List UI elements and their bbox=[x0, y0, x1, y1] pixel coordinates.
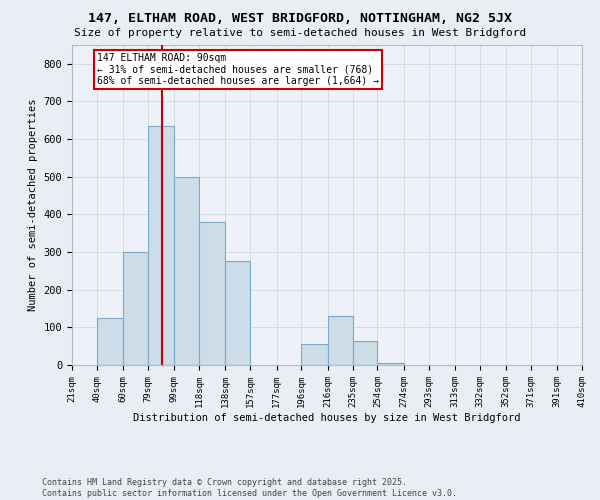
Text: 147, ELTHAM ROAD, WEST BRIDGFORD, NOTTINGHAM, NG2 5JX: 147, ELTHAM ROAD, WEST BRIDGFORD, NOTTIN… bbox=[88, 12, 512, 26]
Text: Size of property relative to semi-detached houses in West Bridgford: Size of property relative to semi-detach… bbox=[74, 28, 526, 38]
Bar bbox=[377, 363, 404, 365]
X-axis label: Distribution of semi-detached houses by size in West Bridgford: Distribution of semi-detached houses by … bbox=[133, 412, 521, 422]
Bar bbox=[301, 344, 328, 365]
Bar bbox=[97, 318, 123, 365]
Bar bbox=[353, 340, 377, 365]
Bar bbox=[123, 252, 148, 365]
Bar bbox=[148, 126, 174, 365]
Bar bbox=[174, 177, 199, 365]
Bar bbox=[226, 262, 250, 365]
Bar bbox=[199, 222, 226, 365]
Text: Contains HM Land Registry data © Crown copyright and database right 2025.
Contai: Contains HM Land Registry data © Crown c… bbox=[42, 478, 457, 498]
Bar bbox=[328, 316, 353, 365]
Text: 147 ELTHAM ROAD: 90sqm
← 31% of semi-detached houses are smaller (768)
68% of se: 147 ELTHAM ROAD: 90sqm ← 31% of semi-det… bbox=[97, 52, 379, 86]
Y-axis label: Number of semi-detached properties: Number of semi-detached properties bbox=[28, 99, 38, 311]
